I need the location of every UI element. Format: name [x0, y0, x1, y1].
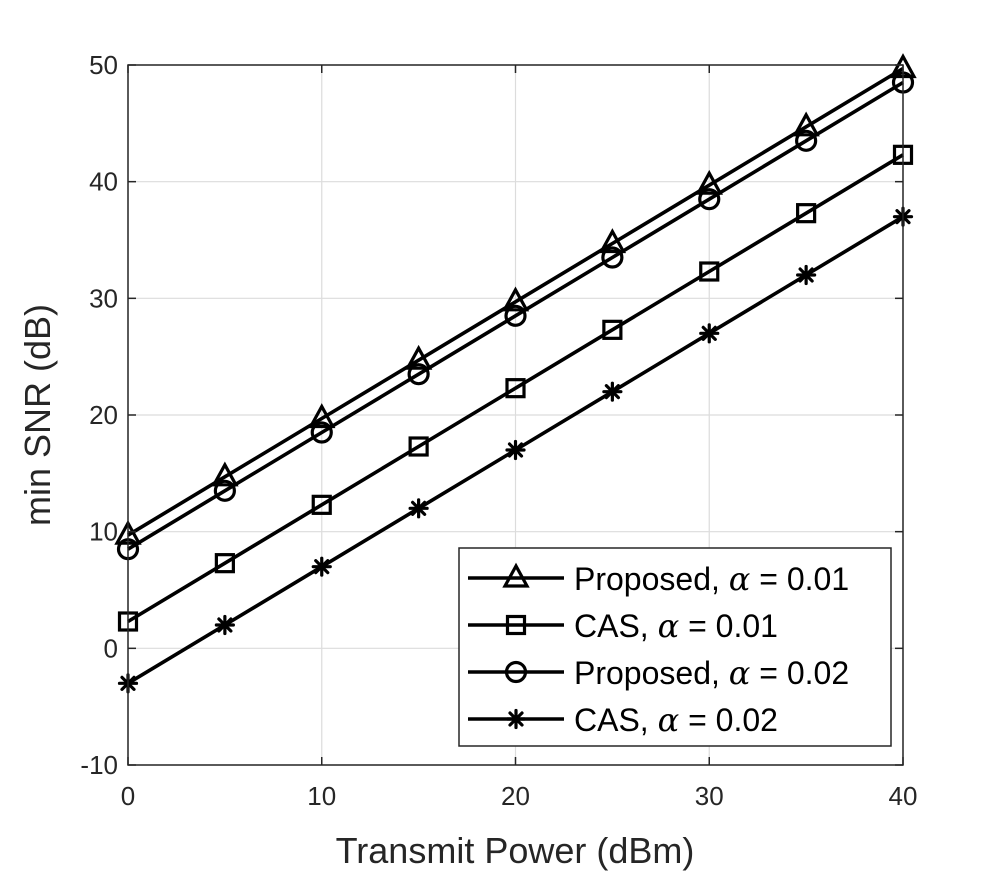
asterisk-marker [796, 264, 817, 286]
y-tick-label: 40 [89, 167, 118, 197]
series-square [117, 144, 914, 632]
asterisk-marker [699, 323, 720, 344]
square-marker [602, 319, 623, 340]
asterisk-stroke [314, 559, 330, 575]
square-marker [796, 203, 817, 224]
series-line [127, 66, 904, 537]
square-marker [311, 494, 332, 515]
triangle-marker [502, 562, 530, 588]
triangle-marker [211, 461, 239, 487]
legend-label: CAS, α = 0.01 [574, 607, 778, 645]
asterisk-marker [602, 381, 623, 402]
triangle-marker [308, 403, 336, 429]
legend-label: Proposed, α = 0.02 [574, 654, 849, 692]
asterisk-marker [505, 439, 526, 461]
legend-alpha-value: = 0.01 [750, 561, 849, 597]
legend-item: CAS, α = 0.01 [468, 607, 778, 645]
asterisk-stroke [604, 384, 620, 400]
legend-alpha-symbol: α [658, 607, 680, 645]
circle-marker [310, 421, 333, 444]
legend-box [458, 547, 892, 747]
y-tick-label: -10 [80, 750, 118, 780]
asterisk-marker [505, 708, 527, 730]
y-tick-label: 20 [89, 400, 118, 430]
circle-marker [504, 660, 528, 684]
triangle-marker [501, 286, 530, 312]
series-layer [114, 53, 917, 694]
circle-marker [213, 479, 236, 502]
legend-label-prefix: Proposed, [574, 655, 729, 691]
series-line [127, 153, 904, 624]
triangle-marker [695, 169, 723, 195]
asterisk-marker [408, 498, 429, 519]
x-axis-title: Transmit Power (dBm) [336, 830, 695, 871]
x-tick-label: 0 [121, 781, 135, 811]
asterisk-stroke [701, 325, 717, 341]
legend-alpha-value: = 0.01 [679, 608, 778, 644]
triangle-marker [598, 228, 627, 254]
legend-label-prefix: CAS, [574, 702, 658, 738]
asterisk-stroke [217, 617, 233, 633]
legend-alpha-value: = 0.02 [679, 702, 778, 738]
y-tick-label: 50 [89, 50, 118, 80]
square-marker [214, 553, 235, 574]
legend-item: CAS, α = 0.02 [468, 701, 778, 739]
legend-label-prefix: Proposed, [574, 561, 729, 597]
y-tick-label: 0 [104, 633, 118, 663]
legend-item: Proposed, α = 0.02 [468, 654, 849, 692]
legend-item: Proposed, α = 0.01 [468, 560, 849, 598]
square-marker [505, 614, 527, 636]
x-tick-label: 20 [501, 781, 530, 811]
asterisk-stroke [411, 500, 427, 516]
square-marker [408, 436, 429, 457]
legend-alpha-value: = 0.02 [750, 655, 849, 691]
square-marker [699, 261, 720, 282]
triangle-marker [404, 344, 433, 370]
legend-alpha-symbol: α [729, 654, 751, 692]
asterisk-marker [214, 614, 235, 636]
asterisk-stroke [507, 442, 524, 458]
series-line [127, 80, 904, 551]
y-tick-label: 10 [89, 517, 118, 547]
legend-alpha-symbol: α [729, 560, 751, 598]
legend-label: CAS, α = 0.02 [574, 701, 778, 739]
circle-marker [601, 246, 624, 269]
asterisk-stroke [798, 267, 814, 283]
x-tick-label: 30 [695, 781, 724, 811]
asterisk-stroke [508, 711, 524, 727]
asterisk-marker [311, 556, 332, 577]
y-axis-title: min SNR (dB) [17, 304, 58, 526]
x-tick-label: 40 [889, 781, 918, 811]
circle-marker [698, 188, 721, 211]
x-tick-label: 10 [307, 781, 336, 811]
circle-marker [504, 304, 527, 327]
y-tick-label: 30 [89, 283, 118, 313]
triangle-marker [792, 111, 820, 137]
legend-alpha-symbol: α [658, 701, 680, 739]
legend-label-prefix: CAS, [574, 608, 658, 644]
series-circle [116, 71, 915, 561]
circle-marker [407, 363, 430, 386]
square-marker [505, 378, 526, 399]
legend-label: Proposed, α = 0.01 [574, 560, 849, 598]
circle-marker [795, 129, 818, 152]
